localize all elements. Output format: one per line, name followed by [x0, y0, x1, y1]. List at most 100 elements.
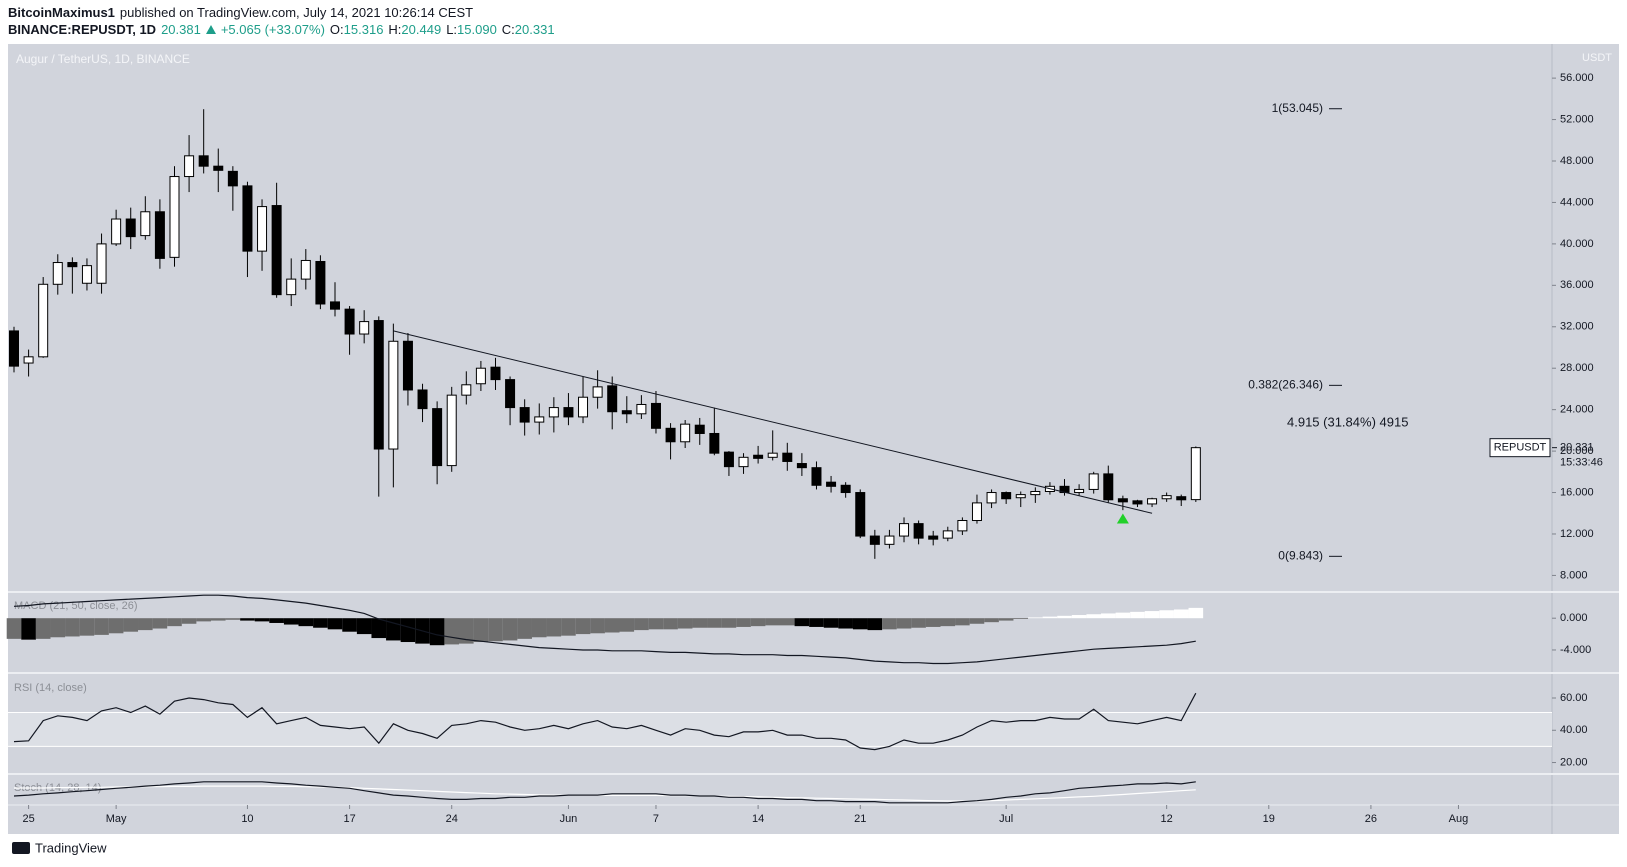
candle-body: [505, 379, 516, 409]
y-tick-label: 12.000: [1560, 528, 1594, 540]
histogram-bar: [969, 618, 985, 624]
candle-body: [198, 155, 209, 167]
candle-body: [140, 211, 151, 237]
val: 15.316: [343, 22, 384, 37]
histogram-bar: [940, 618, 956, 627]
y-tick-label: -4.000: [1560, 644, 1591, 656]
candle-body: [111, 218, 122, 245]
chart-title: Augur / TetherUS, 1D, BINANCE: [16, 52, 190, 66]
candle-body: [257, 206, 268, 252]
histogram-bar: [1013, 618, 1029, 619]
candle-body: [373, 320, 384, 450]
candle-body: [709, 432, 720, 454]
candle-body: [1030, 491, 1041, 496]
histogram-bar: [721, 618, 737, 628]
candle-body: [242, 185, 253, 252]
indicator-line: [13, 781, 1196, 804]
val: 20.449: [401, 22, 442, 37]
published: published on TradingView.com, July 14, 2…: [119, 5, 474, 20]
indicator-line: [13, 594, 1196, 665]
candle-body: [1147, 498, 1158, 505]
histogram-bar: [429, 618, 445, 646]
ohlc-c: C:20.331: [502, 22, 555, 37]
y-tick-label: 20.000: [1560, 445, 1594, 457]
candle-body: [125, 218, 136, 238]
pane-title: MACD (21, 50, close, 26): [14, 600, 138, 612]
histogram-bar: [283, 618, 299, 625]
histogram-bar: [210, 618, 226, 621]
candle-body: [1190, 447, 1201, 501]
candle-body: [913, 523, 924, 539]
histogram-bar: [998, 618, 1014, 621]
signal-marker: [1116, 513, 1129, 524]
histogram-bar: [35, 618, 51, 639]
histogram-bar: [809, 618, 824, 627]
histogram-bar: [911, 618, 926, 628]
x-tick-label: 17: [343, 813, 355, 825]
y-tick-label: 48.000: [1560, 155, 1594, 167]
candle-body: [9, 330, 19, 367]
histogram-bar: [196, 618, 211, 622]
axis-unit: USDT: [1582, 52, 1612, 64]
key: L:: [446, 22, 458, 37]
histogram-bar: [984, 618, 999, 623]
x-tick-label: 7: [653, 813, 659, 825]
candle-body: [1176, 496, 1187, 501]
x-tick-label: May: [106, 813, 127, 825]
candle-body: [519, 407, 530, 423]
histogram-bar: [50, 618, 66, 638]
candle-body: [1132, 500, 1143, 505]
histogram-bar: [619, 618, 635, 632]
candle-body: [942, 530, 953, 539]
histogram-bar: [517, 618, 532, 639]
candle-body: [899, 523, 910, 537]
histogram-bar: [342, 618, 357, 632]
y-tick-label: 56.000: [1560, 72, 1594, 84]
histogram-bar: [94, 618, 109, 635]
histogram-bar: [561, 618, 576, 636]
histogram-bar: [1028, 617, 1043, 619]
histogram-bar: [1086, 614, 1101, 619]
histogram-bar: [896, 618, 912, 629]
candle-body: [81, 265, 92, 284]
pane-title: RSI (14, close): [14, 682, 87, 694]
candle-body: [52, 262, 63, 285]
key: H:: [388, 22, 402, 37]
candle-body: [650, 402, 661, 429]
candle-body: [490, 366, 501, 381]
histogram-bar: [1115, 612, 1131, 619]
candle-body: [461, 384, 472, 396]
candle-body: [592, 386, 603, 398]
ohlc-o: O:15.316: [330, 22, 384, 37]
histogram-bar: [1188, 607, 1204, 619]
histogram-bar: [21, 618, 36, 640]
candle-body: [694, 424, 705, 434]
up-arrow: [205, 25, 216, 34]
candle-body: [621, 410, 632, 415]
candle-body: [563, 407, 574, 418]
histogram-bar: [65, 618, 80, 637]
x-tick-label: 21: [854, 813, 866, 825]
candle-body: [1103, 473, 1114, 501]
histogram-bar: [531, 618, 547, 638]
candle-body: [388, 340, 399, 450]
histogram-bar: [779, 618, 795, 626]
candle-body: [811, 467, 822, 486]
histogram-bar: [313, 618, 328, 628]
histogram-bar: [488, 618, 503, 642]
candle-body: [344, 308, 355, 335]
candle-body: [475, 367, 486, 385]
header-line-1: BitcoinMaximus1 published on TradingView…: [8, 5, 473, 20]
candle-body: [1015, 494, 1026, 499]
histogram-bar: [634, 618, 649, 631]
x-tick-label: 25: [22, 813, 34, 825]
candle-body: [738, 456, 749, 468]
symbol-tag: REPUSDT: [1494, 442, 1547, 454]
candle-body: [723, 451, 734, 468]
candle-body: [665, 427, 676, 443]
y-tick-label: 16.000: [1560, 486, 1594, 498]
candle-body: [1117, 498, 1128, 503]
histogram-bar: [459, 618, 474, 644]
y-tick-label: 24.000: [1560, 404, 1594, 416]
candle-body: [971, 502, 982, 522]
